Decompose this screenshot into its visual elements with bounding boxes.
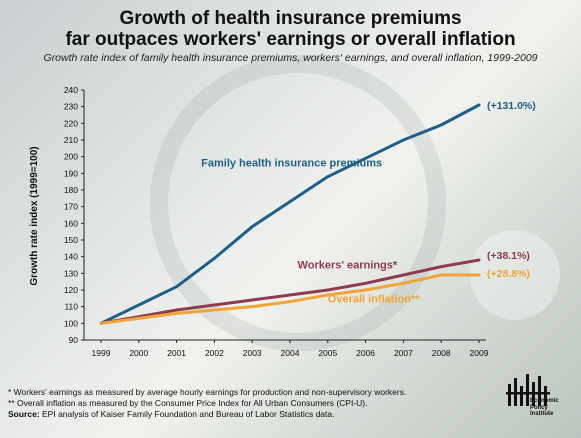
logo-line-2: Policy xyxy=(530,404,548,411)
footnote-2: ** Overall inflation as measured by the … xyxy=(8,398,368,408)
y-axis-label: Growth rate index (1999=100) xyxy=(29,146,40,285)
logo-text: Economic Policy Institute xyxy=(530,398,559,418)
y-tick-label: 170 xyxy=(64,202,78,212)
y-tick-label: 110 xyxy=(64,302,78,312)
series-end-label-overall-inflation: (+28.8%) xyxy=(487,268,530,280)
x-axis-ticks: 1999 2000 2001 2002 2003 2004 2005 2006 2007 2008… xyxy=(92,340,489,358)
series-end-label-family-premiums: (+131.0%) xyxy=(487,100,536,112)
x-tick-label: 2009 xyxy=(470,348,489,358)
x-tick-label: 2000 xyxy=(129,348,148,358)
x-tick-label: 2001 xyxy=(167,348,186,358)
chart-axes xyxy=(83,90,486,341)
x-tick-label: 2005 xyxy=(318,348,337,358)
y-tick-label: 190 xyxy=(64,168,78,178)
series-line-workers-earnings xyxy=(99,258,481,325)
x-tick-label: 2003 xyxy=(243,348,262,358)
y-tick-label: 120 xyxy=(64,285,78,295)
series-lines xyxy=(99,103,481,325)
series-name-workers-earnings: Workers' earnings* xyxy=(298,259,398,271)
epi-logo xyxy=(506,374,550,406)
chart-title-line2: far outpaces workers' earnings or overal… xyxy=(65,29,516,50)
series-name-family-premiums: Family health insurance premiums xyxy=(201,158,382,170)
x-tick-label: 2006 xyxy=(356,348,375,358)
y-tick-label: 210 xyxy=(64,135,78,145)
source-label: Source: xyxy=(8,409,40,419)
y-tick-label: 140 xyxy=(64,252,78,262)
y-tick-label: 180 xyxy=(64,185,78,195)
y-tick-label: 160 xyxy=(64,218,78,228)
series-end-label-workers-earnings: (+38.1%) xyxy=(487,250,530,262)
logo-line-3: Institute xyxy=(530,411,554,417)
y-tick-label: 240 xyxy=(64,85,78,95)
y-tick-label: 90 xyxy=(69,335,79,345)
logo-line-1: Economic xyxy=(530,398,559,404)
y-tick-label: 130 xyxy=(64,268,78,278)
source-note: Source: EPI analysis of Kaiser Family Fo… xyxy=(8,409,334,420)
x-tick-label: 2002 xyxy=(205,348,224,358)
series-line-overall-inflation xyxy=(99,273,481,325)
x-tick-label: 1999 xyxy=(92,348,111,358)
x-tick-label: 2004 xyxy=(281,348,300,358)
y-tick-label: 230 xyxy=(64,102,78,112)
y-axis-ticks: 90 100 110 120 130 140 150 160 170 180 190 200 210 22… xyxy=(64,85,84,345)
series-line-family-premiums xyxy=(99,103,481,325)
x-tick-label: 2008 xyxy=(432,348,451,358)
chart-title: Growth of health insurance premiums far … xyxy=(0,8,581,50)
chart-title-line1: Growth of health insurance premiums xyxy=(119,8,462,29)
chart-subtitle: Growth rate index of family health insur… xyxy=(43,52,538,64)
source-text: EPI analysis of Kaiser Family Foundation… xyxy=(39,409,335,419)
y-tick-label: 100 xyxy=(64,318,78,328)
x-tick-label: 2007 xyxy=(394,348,413,358)
y-tick-label: 220 xyxy=(64,118,78,128)
footnote-1: * Workers' earnings as measured by avera… xyxy=(8,387,407,397)
series-labels: Family health insurance premiums (+131.0%… xyxy=(201,100,536,306)
y-tick-label: 200 xyxy=(64,152,78,162)
y-tick-label: 150 xyxy=(64,235,78,245)
series-name-overall-inflation: Overall inflation** xyxy=(328,294,420,306)
